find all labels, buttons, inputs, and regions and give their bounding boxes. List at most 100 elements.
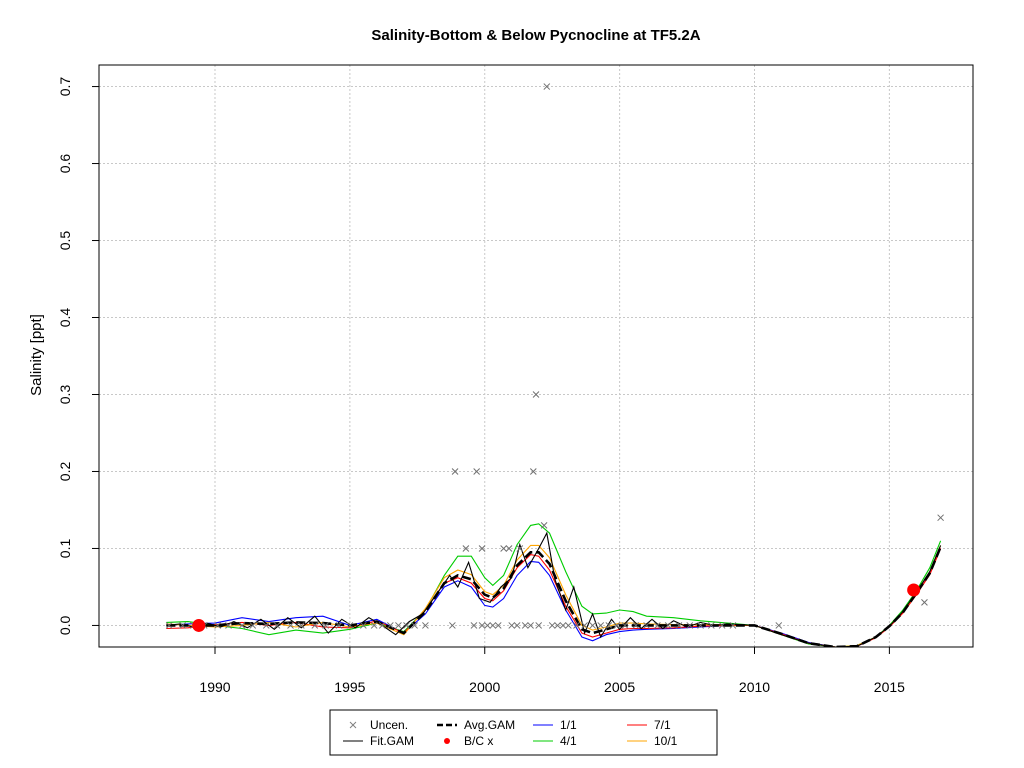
uncensored-point-stroke (548, 622, 556, 629)
uncensored-point-stroke (707, 622, 715, 629)
uncensored-point-stroke (297, 622, 305, 629)
legend-item-avg-gam: Avg.GAM (437, 718, 515, 732)
uncensored-point-stroke (513, 622, 521, 629)
uncensored-point-stroke (597, 622, 605, 629)
uncensored-point-stroke (478, 545, 486, 552)
uncensored-point-stroke (613, 622, 621, 629)
uncensored-point (540, 522, 548, 529)
series-line-fit-gam (166, 531, 942, 647)
legend-item-4-1: 4/1 (533, 734, 577, 748)
uncensored-point-stroke (581, 622, 588, 629)
uncensored-point (597, 622, 605, 629)
uncensored-point-stroke (473, 468, 481, 475)
bc-point (907, 583, 921, 597)
legend-label: Fit.GAM (370, 734, 414, 748)
uncensored-point-stroke (370, 622, 378, 629)
uncensored-point (395, 622, 402, 629)
y-tick-label: 0.3 (57, 385, 73, 405)
uncensored-point-stroke (335, 622, 343, 629)
uncensored-point-stroke (346, 622, 354, 629)
series-line-10-1 (166, 544, 942, 647)
plot-frame (98, 64, 974, 648)
uncensored-point (478, 545, 486, 552)
uncensored-point-stroke (494, 622, 502, 629)
uncensored-point (473, 468, 481, 475)
uncensored-point (686, 622, 694, 629)
uncensored-point (214, 622, 222, 629)
uncensored-point-stroke (225, 622, 232, 629)
uncensored-point-stroke (311, 622, 319, 629)
y-tick-label: 0.6 (57, 154, 73, 174)
legend-box (329, 709, 718, 756)
uncensored-point (654, 622, 661, 629)
uncensored-point-stroke (360, 622, 367, 629)
y-tick-label: 0.7 (57, 77, 73, 97)
uncensored-point (921, 598, 928, 606)
uncensored-point-stroke (697, 622, 704, 629)
uncensored-point (548, 622, 556, 629)
bc-points (192, 583, 921, 632)
uncensored-point (470, 622, 478, 629)
uncensored-point-stroke (165, 622, 173, 629)
uncensored-point-stroke (516, 545, 524, 552)
y-axis-label: Salinity [ppt] (28, 314, 45, 396)
uncensored-point-stroke (287, 622, 294, 629)
uncensored-point-stroke (589, 622, 597, 629)
x-tick-label: 1990 (199, 679, 230, 695)
x-tick-label: 2005 (604, 679, 635, 695)
uncensored-point-stroke (554, 622, 561, 629)
uncensored-point (589, 622, 597, 629)
uncensored-point-stroke (529, 468, 537, 475)
uncensored-point (262, 622, 270, 629)
uncensored-point-stroke (378, 622, 386, 629)
legend-label: B/C x (464, 734, 493, 748)
uncensored-point-stroke (675, 622, 683, 629)
uncensored-point-stroke (422, 622, 429, 629)
uncensored-point-stroke (386, 622, 394, 629)
uncensored-point-stroke (489, 622, 497, 629)
uncensored-point (707, 622, 715, 629)
uncensored-point (500, 545, 507, 552)
series-line-4-1 (166, 523, 942, 647)
y-tick-label: 0.0 (57, 616, 73, 636)
uncensored-point (322, 622, 329, 629)
uncensored-point-stroke (921, 598, 928, 606)
uncensored-point (718, 622, 726, 629)
uncensored-point-stroke (535, 622, 543, 629)
uncensored-point (249, 622, 257, 629)
legend-label: Avg.GAM (464, 718, 515, 732)
grid (99, 65, 973, 647)
uncensored-point-stroke (632, 622, 640, 629)
uncensored-point (494, 622, 502, 629)
legend-label: 10/1 (654, 734, 678, 748)
legend-key-mark (444, 738, 450, 744)
uncensored-point (543, 83, 551, 90)
uncensored-point-stroke (540, 522, 548, 529)
uncensored-point (422, 622, 429, 629)
uncensored-point (529, 468, 537, 475)
x-tick-label: 2010 (739, 679, 770, 695)
uncensored-point-stroke (664, 622, 672, 629)
chart-title: Salinity-Bottom & Below Pycnocline at TF… (371, 27, 700, 44)
uncensored-point-stroke (621, 622, 629, 629)
x-tick-label: 1995 (334, 679, 365, 695)
legend-item-10-1: 10/1 (627, 734, 678, 748)
uncensored-point (411, 622, 418, 629)
uncensored-point (937, 514, 944, 522)
uncensored-point-stroke (605, 622, 613, 629)
y-tick-label: 0.2 (57, 462, 73, 482)
uncensored-point (565, 622, 572, 629)
y-tick-label: 0.1 (57, 539, 73, 559)
uncensored-point-stroke (521, 622, 529, 629)
uncensored-point-stroke (214, 622, 222, 629)
uncensored-point-stroke (322, 622, 329, 629)
uncensored-point (489, 622, 497, 629)
uncensored-point-stroke (395, 622, 402, 629)
legend-item-b-c-x: B/C x (444, 734, 493, 748)
uncensored-point (449, 622, 456, 629)
uncensored-point (643, 622, 650, 629)
uncensored-point (273, 622, 281, 629)
uncensored-point (462, 545, 470, 552)
uncensored-point-stroke (505, 545, 513, 552)
